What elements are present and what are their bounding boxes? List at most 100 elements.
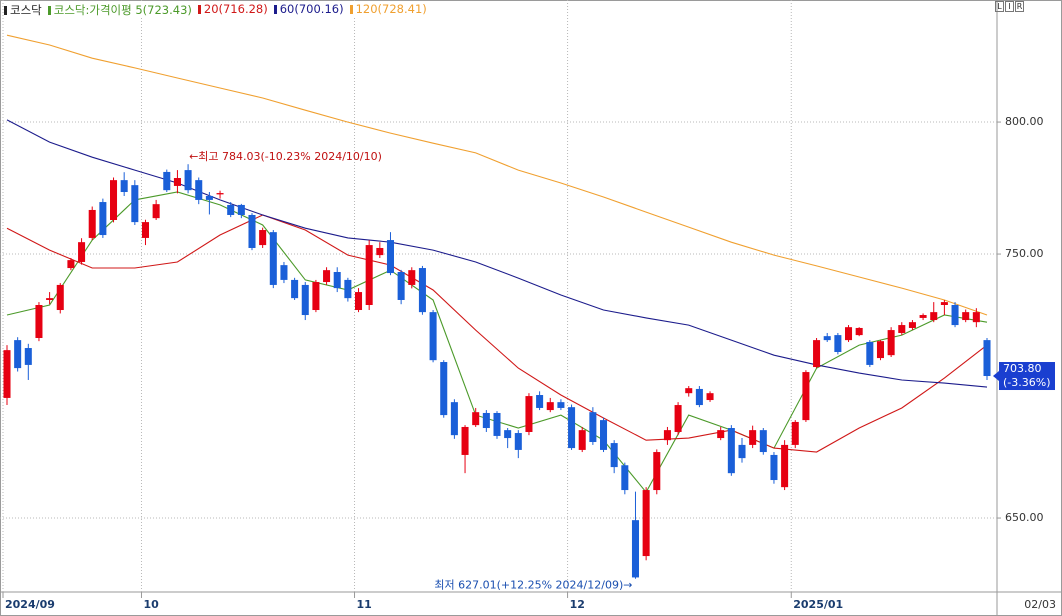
candle-body <box>418 268 426 313</box>
candle-body <box>940 302 948 305</box>
candle-body <box>557 402 565 408</box>
candle-body <box>802 372 810 421</box>
low-annotation: 최저 627.01(+12.25% 2024/12/09)→ <box>434 579 632 592</box>
candle-body <box>781 444 789 488</box>
legend-item: 120(728.41) <box>349 2 427 18</box>
candle-body <box>962 312 970 321</box>
candle-body <box>589 412 597 443</box>
candle-body <box>365 245 373 305</box>
candle-body <box>504 430 512 439</box>
legend-item: 코스닥 <box>4 2 42 18</box>
candle-body <box>749 430 757 445</box>
legend-label: 코스닥 <box>10 3 42 17</box>
candle-body <box>440 362 448 416</box>
legend-label: 60(700.16) <box>279 2 344 16</box>
y-tick-label: 650.00 <box>1005 511 1044 524</box>
high-annotation: ←최고 784.03(-10.23% 2024/10/10) <box>189 150 382 163</box>
candle-body <box>493 412 501 436</box>
legend: 코스닥 코스닥:가격이평 5(723.43) 20(716.28) 60(700.16… <box>4 2 427 18</box>
legend-marker <box>273 5 277 14</box>
candle-body <box>568 407 576 449</box>
candle-body <box>930 312 938 321</box>
candle-body <box>770 454 778 481</box>
candle-body <box>56 284 64 311</box>
candle-body <box>259 230 267 246</box>
candle-body <box>376 247 384 256</box>
candle-body <box>727 428 735 474</box>
candle-body <box>514 433 522 450</box>
ma-line <box>6 34 988 316</box>
candle-body <box>653 452 661 491</box>
candle-body <box>631 520 639 578</box>
candle-body <box>898 325 906 333</box>
candle-body <box>216 193 224 195</box>
candle-body <box>663 430 671 441</box>
x-tick-label: 2025/01 <box>793 598 843 611</box>
candle-body <box>78 242 86 262</box>
candle-body <box>344 279 352 299</box>
y-tick-label: 750.00 <box>1005 247 1044 260</box>
candle-body <box>834 335 842 352</box>
candle-body <box>866 341 874 365</box>
candle-body <box>695 388 703 406</box>
legend-item: 20(716.28) <box>197 2 268 18</box>
candle-body <box>717 430 725 439</box>
candle-body <box>131 185 139 223</box>
ma-line <box>6 119 988 388</box>
x-tick-label: 12 <box>570 598 585 611</box>
legend-item: 60(700.16) <box>273 2 344 18</box>
legend-marker <box>197 5 201 14</box>
candle-body <box>600 420 608 450</box>
candle-body <box>642 490 650 557</box>
candle-body <box>429 312 437 361</box>
candle-body <box>578 430 586 450</box>
legend-marker <box>47 6 51 15</box>
candle-body <box>450 402 458 436</box>
candle-body <box>280 265 288 280</box>
candle-body <box>536 395 544 408</box>
candle-body <box>184 170 192 191</box>
candle-body <box>355 292 363 311</box>
candle-body <box>3 350 11 398</box>
candle-body <box>823 336 831 341</box>
legend-item: 코스닥:가격이평 5(723.43) <box>47 2 192 18</box>
x-tick-label: 02/03 <box>1024 598 1056 611</box>
legend-marker <box>4 6 7 15</box>
candle-body <box>312 282 320 311</box>
candle-body <box>525 396 533 432</box>
candle-body <box>120 180 128 193</box>
candle-body <box>546 402 554 411</box>
x-tick-label: 10 <box>143 598 159 611</box>
candle-body <box>791 421 799 445</box>
ma-line <box>6 214 988 453</box>
toolbar-button[interactable]: L <box>995 1 1004 12</box>
candle-body <box>706 393 714 401</box>
candle-body <box>610 443 618 468</box>
toolbar-button[interactable]: R <box>1015 1 1024 12</box>
candle-body <box>333 272 341 289</box>
legend-label: 120(728.41) <box>355 2 427 16</box>
last-price: 703.80 <box>1003 362 1042 375</box>
candle-body <box>461 426 469 455</box>
price-pointer <box>993 371 999 382</box>
toolbar-button[interactable]: I <box>1005 1 1014 12</box>
candle-body <box>237 204 245 215</box>
last-change: (-3.36%) <box>1003 376 1051 389</box>
candle-body <box>972 312 980 323</box>
candle-body <box>845 327 853 341</box>
candle-body <box>35 305 43 338</box>
candle-body <box>110 180 118 220</box>
candle-body <box>291 279 299 299</box>
candle-body <box>685 388 693 394</box>
candle-body <box>887 330 895 356</box>
candle-body <box>323 270 331 283</box>
candle-body <box>951 305 959 326</box>
candle-body <box>248 214 256 248</box>
x-tick-label: 2024/09 <box>5 598 55 611</box>
candle-body <box>855 327 863 336</box>
candle-body <box>472 412 480 426</box>
candle-body <box>386 240 394 274</box>
candle-body <box>227 204 235 215</box>
y-tick-label: 800.00 <box>1005 115 1044 128</box>
x-tick-label: 11 <box>357 598 372 611</box>
